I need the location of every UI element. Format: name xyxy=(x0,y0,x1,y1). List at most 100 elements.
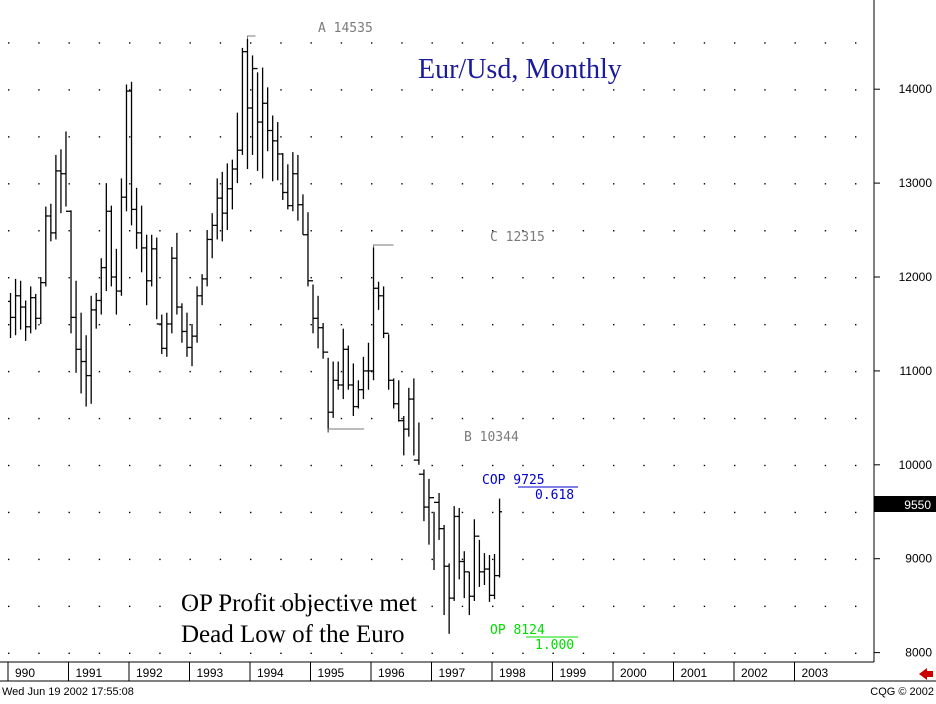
grid-dot xyxy=(250,323,252,326)
grid-dot xyxy=(855,558,857,561)
x-tick-label: 1992 xyxy=(136,666,163,680)
grid-dot xyxy=(855,136,857,138)
ohlc-bar xyxy=(68,210,74,334)
grid-dot xyxy=(371,370,373,373)
ohlc-bar xyxy=(38,277,44,324)
ohlc-bar xyxy=(189,323,195,367)
grid-dot xyxy=(280,323,282,326)
x-tick-label: 1995 xyxy=(318,666,345,680)
grid-dot xyxy=(8,42,10,44)
grid-dot xyxy=(643,464,645,467)
grid-dot xyxy=(582,370,585,373)
grid-dot xyxy=(673,464,675,467)
grid-dot xyxy=(673,42,675,44)
grid-dot xyxy=(250,464,252,467)
ohlc-bar xyxy=(446,563,452,634)
grid-dot xyxy=(310,558,312,561)
grid-dot xyxy=(189,652,191,655)
ohlc-bar xyxy=(174,232,180,315)
footer-copyright: CQG © 2002 xyxy=(870,686,934,698)
ohlc-bar xyxy=(224,163,230,231)
grid-dot xyxy=(8,511,10,514)
ohlc-bar xyxy=(219,171,225,242)
grid-dot xyxy=(703,558,706,561)
grid-dot xyxy=(340,136,343,138)
grid-dot xyxy=(552,89,554,91)
ohlc-bar xyxy=(411,378,417,461)
grid-dot xyxy=(431,136,433,138)
ohlc-bar xyxy=(88,295,94,404)
grid-dot xyxy=(613,417,615,420)
grid-dot xyxy=(794,230,796,232)
grid-dot xyxy=(613,511,615,514)
grid-dot xyxy=(613,605,615,608)
grid-dot xyxy=(764,277,766,279)
grid-dot xyxy=(8,464,10,467)
ohlc-bar xyxy=(204,230,210,287)
grid-dot xyxy=(38,558,40,561)
ohlc-bar xyxy=(340,328,346,400)
grid-dot xyxy=(734,370,736,373)
grid-dot xyxy=(643,183,645,185)
grid-dot xyxy=(431,370,433,373)
grid-dot xyxy=(522,323,524,326)
grid-dot xyxy=(582,42,585,44)
grid-dot xyxy=(310,136,312,138)
grid-dot xyxy=(219,89,222,91)
grid-dot xyxy=(310,183,312,185)
ohlc-bar xyxy=(13,278,19,336)
grid-dot xyxy=(129,511,131,514)
grid-dot xyxy=(613,370,615,373)
grid-dot xyxy=(824,652,827,655)
grid-dot xyxy=(522,183,524,185)
grid-dot xyxy=(310,230,312,232)
grid-dot xyxy=(522,417,524,420)
grid-dot xyxy=(492,136,494,138)
last-price-box xyxy=(874,496,936,512)
grid-dot xyxy=(552,605,554,608)
x-tick-label: 2003 xyxy=(802,666,829,680)
grid-dot xyxy=(492,652,494,655)
grid-dot xyxy=(340,558,343,561)
grid-dot xyxy=(703,323,706,326)
grid-dot xyxy=(8,605,10,608)
grid-dot xyxy=(98,464,101,467)
grid-dot xyxy=(98,183,101,185)
grid-dot xyxy=(431,511,433,514)
grid-dot xyxy=(734,464,736,467)
x-tick-label: 1991 xyxy=(76,666,103,680)
ohlc-bar xyxy=(194,286,200,343)
ohlc-bar xyxy=(492,554,498,600)
grid-dot xyxy=(189,89,191,91)
grid-dot xyxy=(492,230,494,232)
grid-dot xyxy=(310,417,312,420)
ohlc-bar xyxy=(421,469,427,522)
grid-dot xyxy=(280,136,282,138)
grid-dot xyxy=(703,136,706,138)
grid-dot xyxy=(582,136,585,138)
grid-dot xyxy=(129,558,131,561)
ohlc-bar xyxy=(93,292,99,329)
ohlc-bar xyxy=(371,247,377,381)
grid-dot xyxy=(552,464,554,467)
ohlc-bar xyxy=(310,280,316,334)
grid-dot xyxy=(643,417,645,420)
grid-dot xyxy=(552,370,554,373)
grid-dot xyxy=(734,230,736,232)
arrow-left-icon[interactable] xyxy=(919,668,933,680)
ohlc-bar xyxy=(305,212,311,287)
grid-dot xyxy=(824,136,827,138)
grid-dot xyxy=(643,323,645,326)
x-tick-label: 990 xyxy=(15,666,35,680)
x-axis: 990 1991 1992 1993 1994 1995 1996 1997 1998 1999 2… xyxy=(7,662,829,681)
ohlc-bar xyxy=(360,356,366,400)
grid-dot xyxy=(68,605,70,608)
grid-dot xyxy=(855,183,857,185)
ohlc-bar xyxy=(441,524,447,616)
grid-dot xyxy=(492,558,494,561)
ohlc-bar xyxy=(497,498,503,578)
ohlc-bar xyxy=(330,361,336,418)
grid-dot xyxy=(189,558,191,561)
grid-dot xyxy=(68,417,70,420)
ohlc-bar xyxy=(43,206,49,287)
